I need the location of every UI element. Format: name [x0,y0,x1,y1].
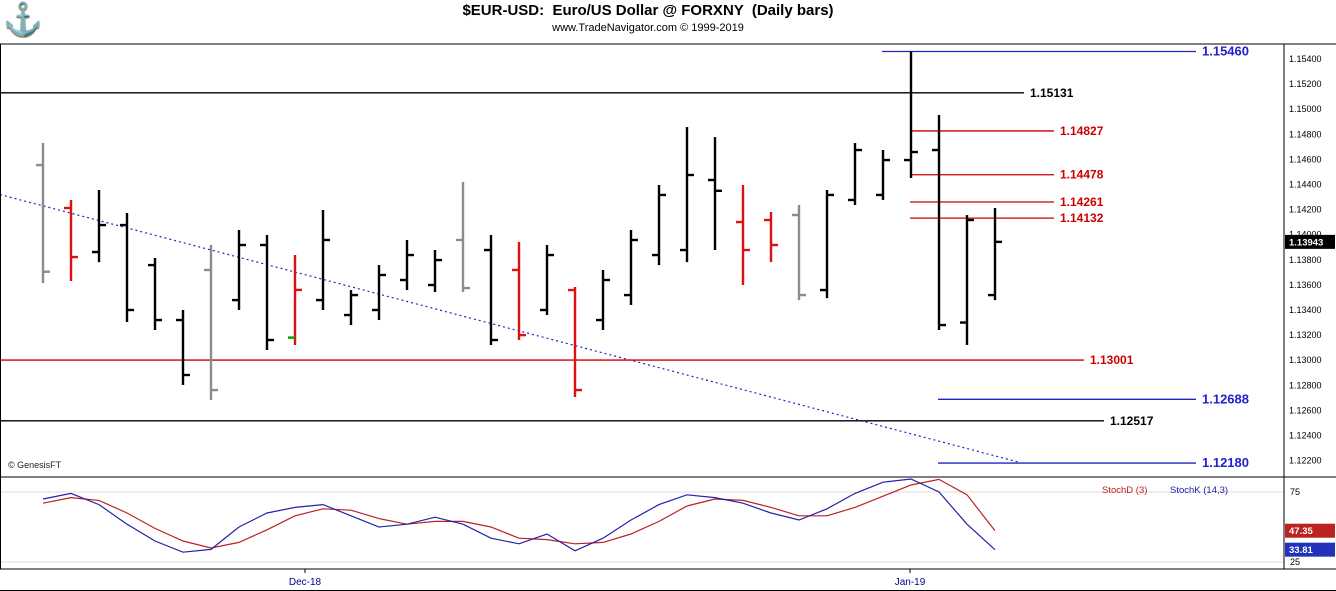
price-axis-tick: 1.14800 [1289,129,1322,139]
price-axis-tick: 1.13400 [1289,305,1322,315]
last-price-badge [1285,234,1335,249]
price-axis-tick: 1.15200 [1289,79,1322,89]
stoch-value-badge-1 [1285,523,1335,538]
price-axis-tick: 1.12600 [1289,405,1322,415]
price-axis-tick: 1.14000 [1289,230,1322,240]
chart-subtitle: www.TradeNavigator.com © 1999-2019 [552,22,744,34]
price-axis-tick: 1.13800 [1289,255,1322,265]
level-label-1.14261: 1.14261 [1060,195,1104,209]
level-label-1.15460: 1.15460 [1202,44,1249,59]
level-label-1.12180: 1.12180 [1202,455,1249,470]
price-axis-tick: 1.15400 [1289,54,1322,64]
price-axis-tick: 1.14600 [1289,154,1322,164]
date-axis-label-2: Jan-19 [895,577,926,588]
level-label-1.14478: 1.14478 [1060,168,1104,182]
price-axis-tick: 1.12400 [1289,430,1322,440]
stochk-legend-label: StochK (14,3) [1170,485,1228,496]
level-label-1.12688: 1.12688 [1202,391,1249,406]
chart-title: $EUR-USD: Euro/US Dollar @ FORXNY (Daily… [462,2,834,19]
stoch-axis-tick-75: 75 [1290,487,1300,497]
date-axis-label-1: Dec-18 [289,577,322,588]
genesisft-watermark: © GenesisFT [8,460,62,470]
price-axis-tick: 1.13200 [1289,330,1322,340]
price-axis-tick: 1.13000 [1289,355,1322,365]
stochd-legend-label: StochD (3) [1102,485,1147,496]
stoch-value-badge-2 [1285,542,1335,557]
stoch-value-badge-text-1: 47.35 [1289,526,1313,537]
level-label-1.14132: 1.14132 [1060,211,1104,225]
anchor-icon: ⚓ [3,1,43,37]
level-label-1.14827: 1.14827 [1060,124,1104,138]
price-axis-tick: 1.12800 [1289,380,1322,390]
stochd-line [42,478,996,549]
trendline[interactable] [0,193,1021,464]
price-axis-tick: 1.12200 [1289,456,1322,466]
level-label-1.15131: 1.15131 [1030,86,1074,100]
price-axis-tick: 1.13600 [1289,280,1322,290]
price-axis-tick: 1.14200 [1289,205,1322,215]
stoch-value-badge-text-2: 33.81 [1289,545,1313,556]
level-label-1.12517: 1.12517 [1110,414,1154,428]
price-axis-tick: 1.15000 [1289,104,1322,114]
stochk-line [42,478,996,553]
level-label-1.13001: 1.13001 [1090,353,1134,367]
stoch-axis-tick-25: 25 [1290,557,1300,567]
price-axis-tick: 1.14400 [1289,180,1322,190]
last-price-badge-text: 1.13943 [1289,237,1323,248]
